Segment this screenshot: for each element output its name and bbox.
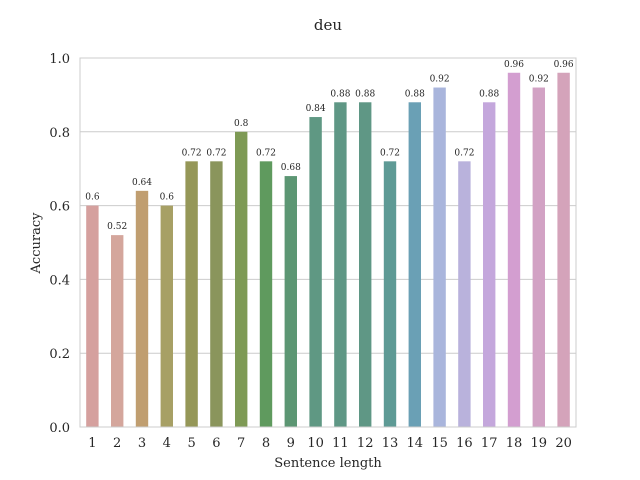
x-tick-label: 4 [163,436,171,451]
y-tick-label: 0.0 [49,421,70,436]
x-tick-label: 13 [382,436,399,451]
bar-12 [359,102,372,427]
data-label: 0.72 [380,148,400,158]
x-tick-label: 11 [332,436,349,451]
chart-title: deu [314,16,342,34]
x-tick-label: 14 [407,436,424,451]
data-label: 0.88 [405,89,425,99]
bar-5 [185,161,198,427]
x-tick-label: 1 [88,436,96,451]
data-label: 0.72 [206,148,226,158]
x-tick-label: 6 [212,436,220,451]
bar-8 [259,161,273,427]
bar-10 [309,117,322,427]
data-label: 0.72 [256,148,276,158]
data-label: 0.68 [281,163,301,173]
bar-6 [210,161,223,427]
data-label: 0.84 [306,104,326,114]
x-tick-label: 15 [431,436,448,451]
data-label: 0.96 [554,60,574,70]
x-tick-label: 18 [506,436,523,451]
bar-17 [483,102,496,427]
bars [86,72,570,428]
bar-11 [334,102,347,427]
bar-18 [507,72,521,427]
bar-7 [235,131,248,428]
x-tick-label: 19 [531,436,548,451]
x-axis-label: Sentence length [274,456,382,471]
x-tick-label: 8 [262,436,270,451]
data-label: 0.72 [182,148,202,158]
bar-19 [532,87,545,428]
x-tick-label: 7 [237,436,245,451]
plot-frame [79,57,577,428]
y-tick-labels: 0.0 0.2 0.4 0.6 0.8 1.0 [49,52,70,436]
data-label: 0.88 [479,89,499,99]
x-tick-label: 5 [187,436,195,451]
y-tick-label: 0.4 [49,273,70,288]
x-tick-label: 12 [357,436,374,451]
data-labels: 0.6 0.52 0.64 0.6 0.72 0.72 0.8 0.72 0.68 0.84 0.8… [85,60,574,232]
bar-1 [86,205,99,427]
x-tick-label: 2 [113,436,121,451]
bar-9 [284,176,297,427]
bar-4 [160,205,173,427]
x-tick-label: 17 [481,436,498,451]
x-tick-label: 16 [456,436,473,451]
bar-15 [433,87,446,428]
data-label: 0.6 [160,193,175,203]
bar-16 [458,161,471,427]
x-tick-label: 20 [555,436,572,451]
data-label: 0.92 [529,75,549,85]
x-tick-label: 9 [287,436,295,451]
bar-3 [135,190,149,427]
x-tick-labels: 1 2 3 4 5 6 7 8 9 10 11 12 13 14 15 16 17 18 19 20 [88,436,572,451]
y-tick-label: 1.0 [49,52,70,67]
bar-2 [111,235,124,427]
y-tick-label: 0.8 [49,126,70,141]
data-label: 0.92 [430,75,450,85]
data-label: 0.64 [132,178,152,188]
data-label: 0.88 [330,89,350,99]
data-label: 0.88 [355,89,375,99]
x-tick-label: 3 [138,436,146,451]
data-label: 0.72 [454,148,474,158]
data-label: 0.8 [234,119,249,129]
y-axis-label: Accuracy [29,212,44,275]
bar-14 [408,102,421,427]
x-tick-label: 10 [307,436,324,451]
data-label: 0.96 [504,60,524,70]
bar-13 [383,161,397,427]
data-label: 0.52 [107,222,127,232]
data-label: 0.6 [85,193,100,203]
bar-20 [557,72,570,427]
y-tick-label: 0.2 [49,347,70,362]
y-tick-label: 0.6 [49,200,70,215]
